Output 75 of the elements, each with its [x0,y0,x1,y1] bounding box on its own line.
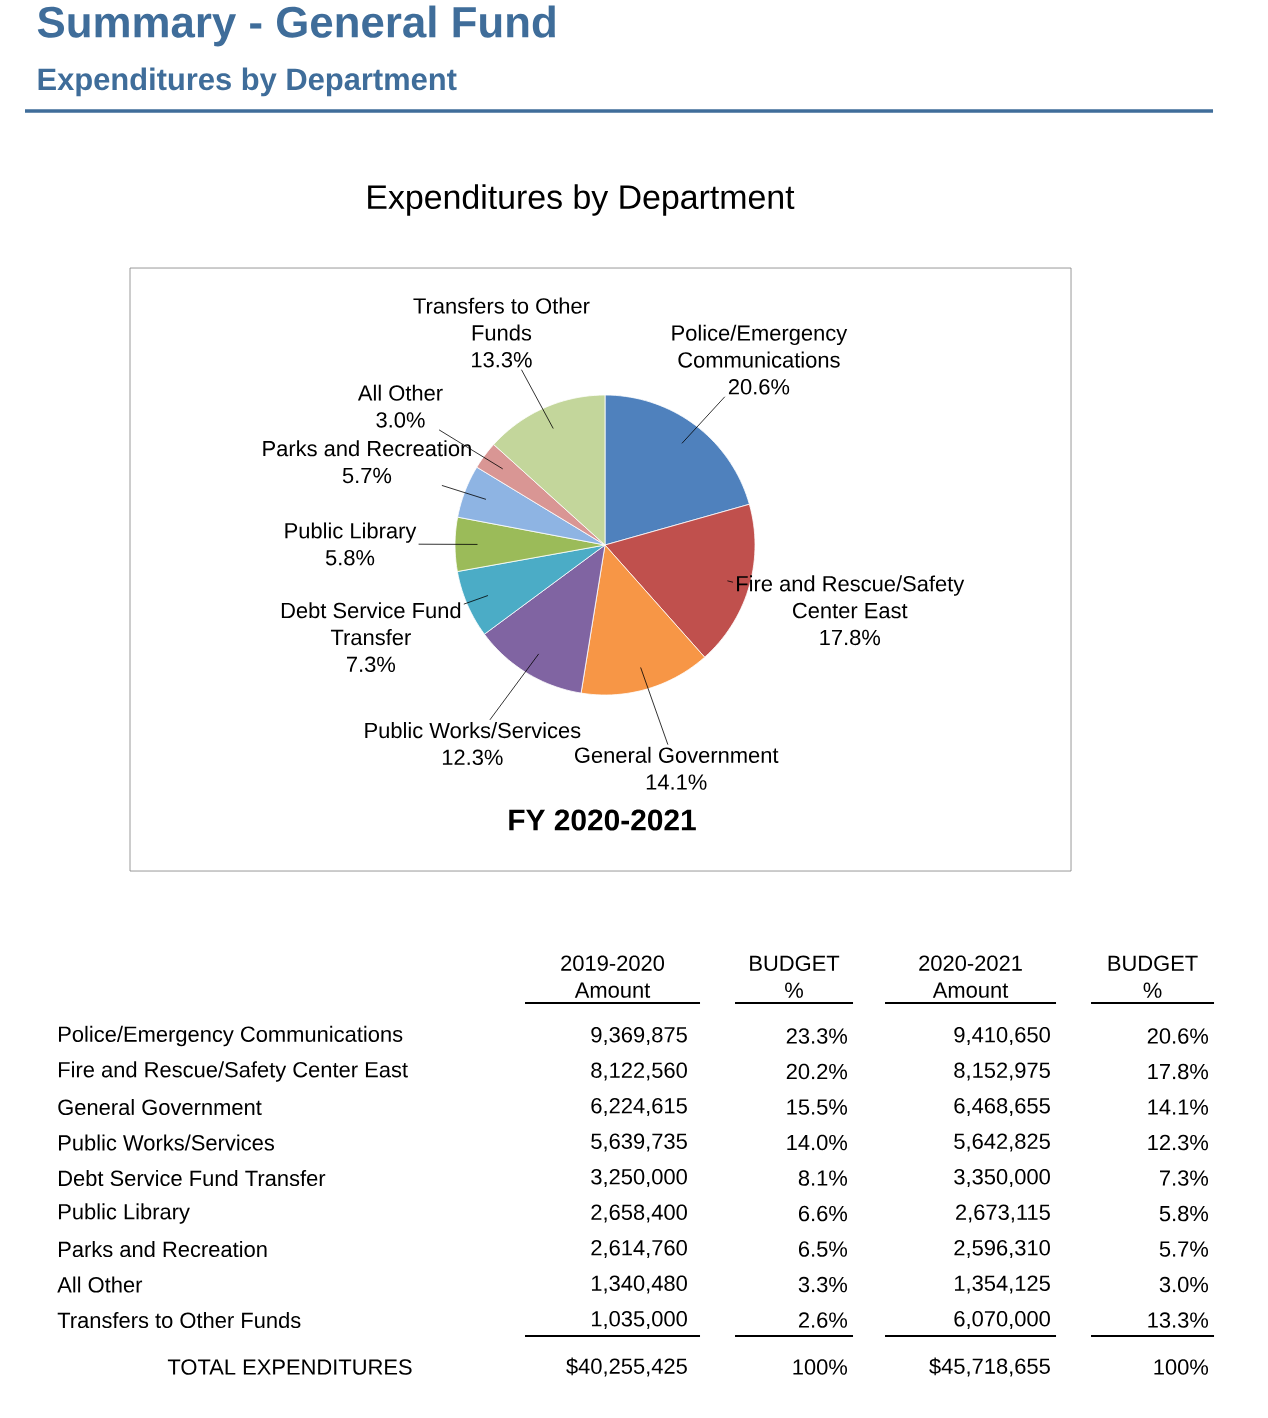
data-label: $45,718,655 [929,1357,1050,1377]
data-label: 6,070,000 [954,1310,1050,1330]
data-label: 14.0% [787,1134,848,1151]
data-label: 14.1% [1148,1099,1209,1115]
data-label: 8.1% [798,1170,848,1186]
category-label: Parks and Recreation [59,1240,267,1258]
data-label: 2,658,400 [591,1204,687,1223]
slice-label: Debt Service Fund Transfer [281,602,461,646]
data-label: 5,642,825 [954,1133,1050,1152]
data-label: 2,673,115 [956,1204,1050,1223]
data-label: 9,369,875 [591,1026,687,1046]
data-label: 13.3% [472,351,532,368]
data-label: 3.3% [798,1276,848,1293]
text: BUDGET % [1108,955,1198,998]
data-label: 12.3% [442,749,503,766]
category-label: General Government [58,1098,262,1116]
data-label: 14.1% [646,774,707,790]
data-label: 100% [1154,1359,1209,1375]
text: 2020-2021 Amount [919,955,1022,998]
text: Summary - General Fund [37,5,555,47]
data-label: 6.6% [798,1205,848,1222]
data-label: 6,224,615 [591,1097,687,1117]
data-label: 1,035,000 [591,1310,687,1330]
text: Expenditures by Department [38,67,457,97]
data-label: 1,354,125 [954,1275,1050,1294]
category-label: Fire and Rescue/Safety Center East [59,1061,408,1082]
data-label: 3,350,000 [954,1168,1050,1188]
category-label: Debt Service Fund Transfer [59,1169,326,1187]
data-label: 5.7% [342,467,392,484]
category-label: All Other [57,1276,143,1293]
slice-label: All Other [357,384,443,401]
data-label: 12.3% [1148,1134,1209,1151]
chart-title: Expenditures by Department [368,184,795,216]
text: 2019-2020 Amount [561,955,665,998]
slice-label: Public Library [285,522,417,543]
slice-label: Transfers to Other Funds [413,297,590,341]
data-label: 3.0% [376,412,425,428]
category-label: TOTAL EXPENDITURES [167,1359,412,1375]
data-label: 100% [793,1359,848,1375]
data-label: 7.3% [1160,1170,1209,1186]
data-label: 20.2% [786,1063,848,1080]
data-label: 17.8% [1148,1063,1209,1080]
data-label: 3.0% [1159,1276,1209,1293]
data-label: 5.8% [325,549,375,566]
slice-label: General Government [575,746,779,763]
data-label: 5.7% [1159,1241,1209,1257]
slice-label: Police/Emergency Communications [672,324,848,368]
data-label: 1,340,480 [591,1275,687,1294]
data-label: 13.3% [1148,1312,1209,1328]
data-label: 5.8% [1159,1205,1209,1222]
data-label: 15.5% [787,1099,848,1115]
data-label: 6,468,655 [954,1097,1050,1117]
category-label: Transfers to Other Funds [57,1311,301,1329]
data-label: 8,152,975 [954,1062,1050,1081]
data-label: 6.5% [798,1241,848,1257]
category-label: Public Works/Services [59,1134,275,1151]
data-label: 23.3% [786,1028,848,1044]
data-label: 3,250,000 [591,1168,687,1188]
data-label: 17.8% [820,629,881,646]
data-label: 20.6% [1147,1028,1209,1044]
slice-label: Parks and Recreation [263,440,471,457]
data-label: 2,596,310 [954,1239,1050,1259]
data-label: 7.3% [347,656,396,673]
data-label: 2,614,760 [591,1239,687,1259]
data-label: 9,410,650 [954,1026,1050,1046]
data-label: 8,122,560 [591,1062,687,1081]
data-label: $40,255,425 [566,1357,687,1377]
data-label: 2.6% [798,1312,848,1328]
category-label: Public Library [59,1203,190,1224]
data-label: 5,639,735 [591,1133,687,1152]
data-label: 20.6% [728,379,790,395]
category-label: Police/Emergency Communications [59,1025,403,1047]
slice-label: Public Works/Services [365,722,581,739]
text: FY 2020-2021 [509,809,696,831]
text: BUDGET % [750,955,840,998]
